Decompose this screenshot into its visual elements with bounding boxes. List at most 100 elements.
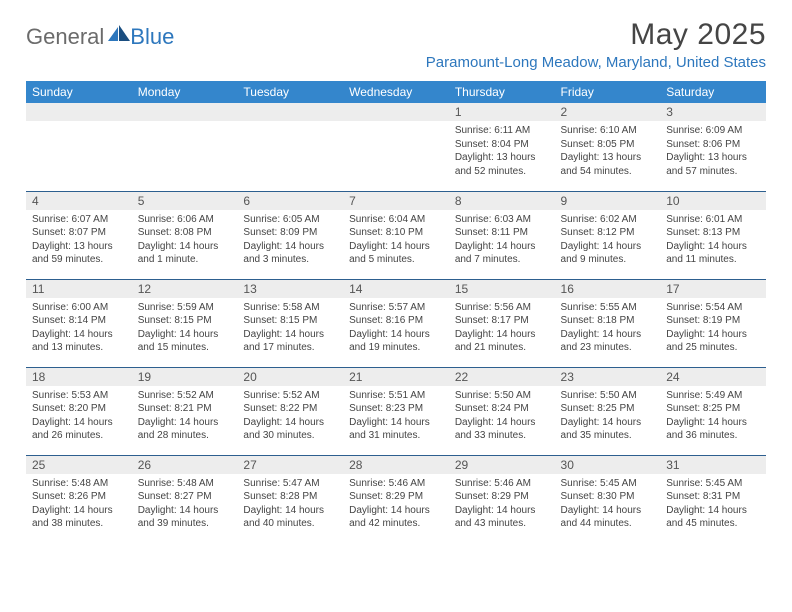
daylight-text: Daylight: 14 hours and 11 minutes. xyxy=(666,240,760,267)
sunset-text: Sunset: 8:21 PM xyxy=(138,402,232,416)
calendar-day-cell: 8Sunrise: 6:03 AMSunset: 8:11 PMDaylight… xyxy=(449,191,555,279)
sunset-text: Sunset: 8:25 PM xyxy=(666,402,760,416)
daylight-text: Daylight: 13 hours and 59 minutes. xyxy=(32,240,126,267)
sunrise-text: Sunrise: 5:51 AM xyxy=(349,389,443,403)
daylight-text: Daylight: 13 hours and 52 minutes. xyxy=(455,151,549,178)
day-number: 15 xyxy=(449,280,555,298)
calendar-day-cell: 14 Sunrise: 5:57 AMSunset: 8:16 PMDayligh… xyxy=(343,279,449,367)
sunrise-text: Sunrise: 5:57 AM xyxy=(349,301,443,315)
header: General Blue May 2025 Paramount-Long Mea… xyxy=(26,18,766,71)
sunrise-text: Sunrise: 6:02 AM xyxy=(561,213,655,227)
day-number xyxy=(132,103,238,121)
day-details: Sunrise: 6:07 AMSunset: 8:07 PMDaylight:… xyxy=(26,210,132,271)
weekday-header: Saturday xyxy=(660,81,766,103)
location-label: Paramount-Long Meadow, Maryland, United … xyxy=(426,54,766,71)
daylight-text: Daylight: 14 hours and 33 minutes. xyxy=(455,416,549,443)
daylight-text: Daylight: 14 hours and 26 minutes. xyxy=(32,416,126,443)
daylight-text: Daylight: 14 hours and 1 minute. xyxy=(138,240,232,267)
sunset-text: Sunset: 8:08 PM xyxy=(138,226,232,240)
sunset-text: Sunset: 8:09 PM xyxy=(243,226,337,240)
daylight-text: Daylight: 14 hours and 21 minutes. xyxy=(455,328,549,355)
sunrise-text: Sunrise: 5:50 AM xyxy=(455,389,549,403)
calendar-day-cell: 24Sunrise: 5:49 AMSunset: 8:25 PMDayligh… xyxy=(660,367,766,455)
sunrise-text: Sunrise: 5:54 AM xyxy=(666,301,760,315)
day-details: Sunrise: 5:59 AMSunset: 8:15 PMDaylight:… xyxy=(132,298,238,359)
day-number xyxy=(26,103,132,121)
calendar-day-cell: 7Sunrise: 6:04 AMSunset: 8:10 PMDaylight… xyxy=(343,191,449,279)
day-details: Sunrise: 5:54 AMSunset: 8:19 PMDaylight:… xyxy=(660,298,766,359)
day-number: 18 xyxy=(26,368,132,386)
day-details: Sunrise: 5:48 AMSunset: 8:26 PMDaylight:… xyxy=(26,474,132,535)
sunrise-text: Sunrise: 5:45 AM xyxy=(561,477,655,491)
daylight-text: Daylight: 14 hours and 5 minutes. xyxy=(349,240,443,267)
day-number: 23 xyxy=(555,368,661,386)
day-details: Sunrise: 5:52 AMSunset: 8:22 PMDaylight:… xyxy=(237,386,343,447)
sunrise-text: Sunrise: 6:04 AM xyxy=(349,213,443,227)
calendar-table: SundayMondayTuesdayWednesdayThursdayFrid… xyxy=(26,81,766,543)
calendar-day-cell xyxy=(132,103,238,191)
calendar-week-row: 1Sunrise: 6:11 AMSunset: 8:04 PMDaylight… xyxy=(26,103,766,191)
sunset-text: Sunset: 8:30 PM xyxy=(561,490,655,504)
calendar-day-cell: 10Sunrise: 6:01 AMSunset: 8:13 PMDayligh… xyxy=(660,191,766,279)
calendar-week-row: 18Sunrise: 5:53 AMSunset: 8:20 PMDayligh… xyxy=(26,367,766,455)
sunrise-text: Sunrise: 6:09 AM xyxy=(666,124,760,138)
day-number: 17 xyxy=(660,280,766,298)
sunrise-text: Sunrise: 6:00 AM xyxy=(32,301,126,315)
calendar-day-cell xyxy=(343,103,449,191)
sunset-text: Sunset: 8:13 PM xyxy=(666,226,760,240)
brand-part1: General xyxy=(26,24,104,50)
daylight-text: Daylight: 14 hours and 38 minutes. xyxy=(32,504,126,531)
day-details: Sunrise: 5:47 AMSunset: 8:28 PMDaylight:… xyxy=(237,474,343,535)
calendar-day-cell: 20Sunrise: 5:52 AMSunset: 8:22 PMDayligh… xyxy=(237,367,343,455)
sunset-text: Sunset: 8:16 PM xyxy=(349,314,443,328)
calendar-day-cell: 15Sunrise: 5:56 AMSunset: 8:17 PMDayligh… xyxy=(449,279,555,367)
daylight-text: Daylight: 14 hours and 19 minutes. xyxy=(349,328,443,355)
daylight-text: Daylight: 13 hours and 54 minutes. xyxy=(561,151,655,178)
weekday-header: Monday xyxy=(132,81,238,103)
day-number: 11 xyxy=(26,280,132,298)
day-details: Sunrise: 5:48 AMSunset: 8:27 PMDaylight:… xyxy=(132,474,238,535)
day-number: 20 xyxy=(237,368,343,386)
day-details: Sunrise: 5:55 AMSunset: 8:18 PMDaylight:… xyxy=(555,298,661,359)
day-number: 25 xyxy=(26,456,132,474)
sunrise-text: Sunrise: 5:45 AM xyxy=(666,477,760,491)
day-number: 21 xyxy=(343,368,449,386)
calendar-day-cell xyxy=(237,103,343,191)
daylight-text: Daylight: 14 hours and 28 minutes. xyxy=(138,416,232,443)
daylight-text: Daylight: 14 hours and 31 minutes. xyxy=(349,416,443,443)
day-details: Sunrise: 5:53 AMSunset: 8:20 PMDaylight:… xyxy=(26,386,132,447)
sunset-text: Sunset: 8:15 PM xyxy=(243,314,337,328)
calendar-day-cell: 19Sunrise: 5:52 AMSunset: 8:21 PMDayligh… xyxy=(132,367,238,455)
calendar-day-cell: 22Sunrise: 5:50 AMSunset: 8:24 PMDayligh… xyxy=(449,367,555,455)
daylight-text: Daylight: 14 hours and 7 minutes. xyxy=(455,240,549,267)
calendar-day-cell: 25Sunrise: 5:48 AMSunset: 8:26 PMDayligh… xyxy=(26,455,132,543)
sunrise-text: Sunrise: 5:48 AM xyxy=(32,477,126,491)
daylight-text: Daylight: 14 hours and 39 minutes. xyxy=(138,504,232,531)
day-details: Sunrise: 6:04 AMSunset: 8:10 PMDaylight:… xyxy=(343,210,449,271)
day-details: Sunrise: 5:49 AMSunset: 8:25 PMDaylight:… xyxy=(660,386,766,447)
sunrise-text: Sunrise: 6:10 AM xyxy=(561,124,655,138)
sunset-text: Sunset: 8:12 PM xyxy=(561,226,655,240)
sunrise-text: Sunrise: 5:49 AM xyxy=(666,389,760,403)
title-block: May 2025 Paramount-Long Meadow, Maryland… xyxy=(426,18,766,71)
sunrise-text: Sunrise: 5:48 AM xyxy=(138,477,232,491)
day-number: 30 xyxy=(555,456,661,474)
calendar-day-cell: 16Sunrise: 5:55 AMSunset: 8:18 PMDayligh… xyxy=(555,279,661,367)
calendar-day-cell: 18Sunrise: 5:53 AMSunset: 8:20 PMDayligh… xyxy=(26,367,132,455)
sunrise-text: Sunrise: 6:05 AM xyxy=(243,213,337,227)
sunset-text: Sunset: 8:27 PM xyxy=(138,490,232,504)
day-number: 22 xyxy=(449,368,555,386)
day-details: Sunrise: 6:09 AMSunset: 8:06 PMDaylight:… xyxy=(660,121,766,182)
day-details: Sunrise: 5:50 AMSunset: 8:25 PMDaylight:… xyxy=(555,386,661,447)
sunrise-text: Sunrise: 6:11 AM xyxy=(455,124,549,138)
day-details: Sunrise: 6:11 AMSunset: 8:04 PMDaylight:… xyxy=(449,121,555,182)
day-details: Sunrise: 6:01 AMSunset: 8:13 PMDaylight:… xyxy=(660,210,766,271)
sunset-text: Sunset: 8:31 PM xyxy=(666,490,760,504)
calendar-week-row: 25Sunrise: 5:48 AMSunset: 8:26 PMDayligh… xyxy=(26,455,766,543)
day-number: 7 xyxy=(343,192,449,210)
calendar-day-cell: 27Sunrise: 5:47 AMSunset: 8:28 PMDayligh… xyxy=(237,455,343,543)
calendar-day-cell: 1Sunrise: 6:11 AMSunset: 8:04 PMDaylight… xyxy=(449,103,555,191)
sunrise-text: Sunrise: 5:50 AM xyxy=(561,389,655,403)
sunset-text: Sunset: 8:19 PM xyxy=(666,314,760,328)
day-number: 14 xyxy=(343,280,449,298)
